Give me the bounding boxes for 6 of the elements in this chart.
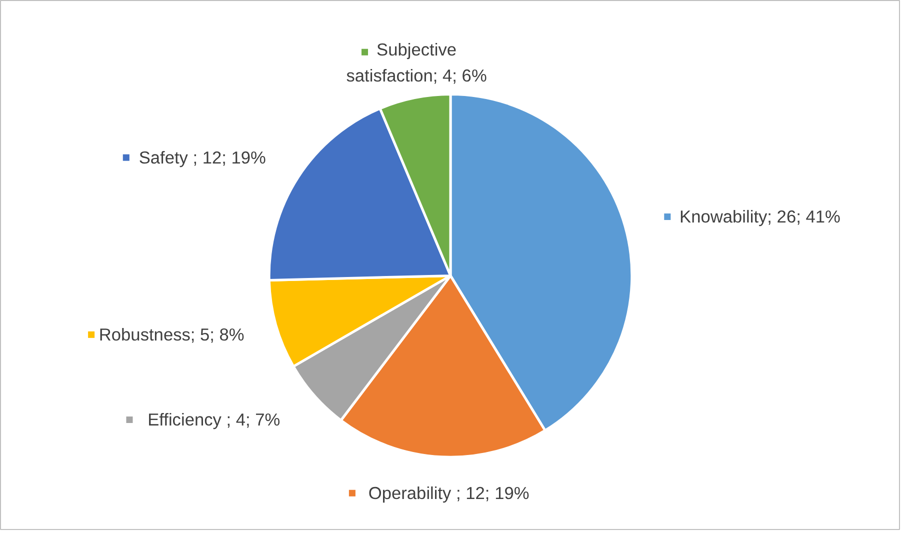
legend-label: Knowability; 26; 41% [680,206,840,227]
legend-label: Robustness; 5; 8% [98,324,244,345]
legend-label: Operability ; 12; 19% [368,483,530,504]
legend-label: Efficiency ; 4; 7% [148,410,280,430]
legend-label: Subjective satisfaction; 4; 6% [346,39,487,86]
legend-label: Safety ; 12; 19% [138,148,266,168]
